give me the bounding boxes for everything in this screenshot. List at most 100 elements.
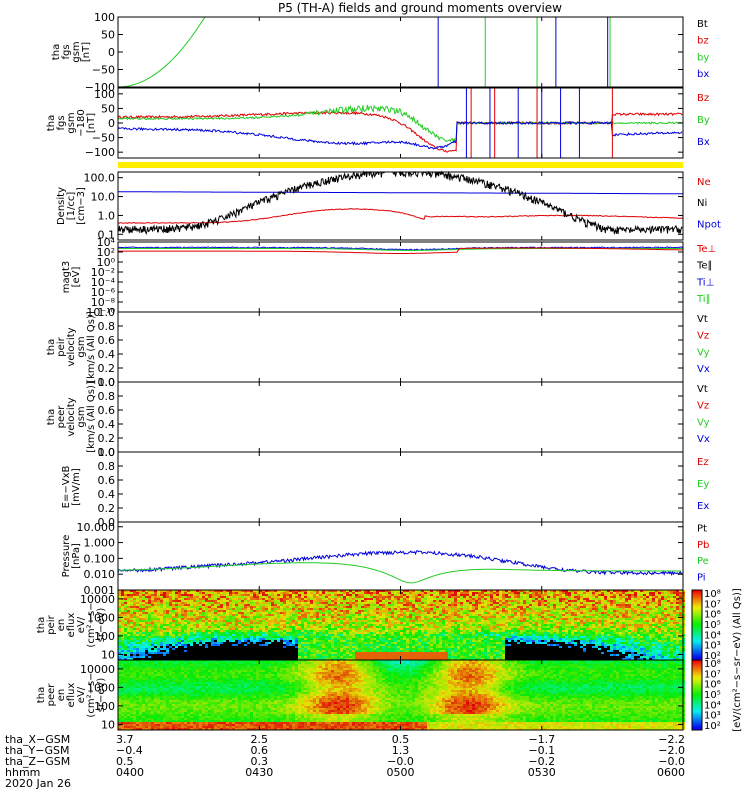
heatmap-cell [253, 596, 256, 598]
heatmap-cell [514, 616, 517, 618]
heatmap-cell [421, 648, 424, 650]
heatmap-cell [502, 642, 505, 644]
heatmap-cell [175, 620, 178, 622]
heatmap-cell [481, 646, 484, 648]
heatmap-cell [328, 652, 331, 654]
heatmap-cell [178, 644, 181, 646]
heatmap-cell [409, 638, 412, 640]
heatmap-cell [412, 644, 415, 646]
heatmap-cell [418, 644, 421, 646]
heatmap-cell [502, 628, 505, 630]
heatmap-cell [184, 638, 187, 640]
heatmap-cell [145, 644, 148, 646]
heatmap-cell [385, 634, 388, 636]
heatmap-cell [457, 618, 460, 620]
heatmap-cell [460, 600, 463, 602]
heatmap-cell [406, 636, 409, 638]
heatmap-cell [361, 598, 364, 600]
heatmap-cell [463, 602, 466, 604]
heatmap-cell [505, 640, 508, 642]
heatmap-cell [289, 618, 292, 620]
heatmap-cell [364, 656, 367, 658]
heatmap-cell [385, 602, 388, 604]
heatmap-cell [436, 612, 439, 614]
heatmap-cell [415, 642, 418, 644]
heatmap-cell [187, 594, 190, 596]
heatmap-cell [343, 604, 346, 606]
heatmap-cell [166, 594, 169, 596]
heatmap-cell [325, 608, 328, 610]
heatmap-cell [316, 602, 319, 604]
heatmap-cell [385, 658, 388, 660]
heatmap-cell [175, 644, 178, 646]
heatmap-cell [484, 646, 487, 648]
heatmap-cell [394, 598, 397, 600]
heatmap-cell [487, 642, 490, 644]
heatmap-cell [478, 648, 481, 650]
heatmap-cell [175, 634, 178, 636]
heatmap-cell [469, 650, 472, 652]
heatmap-cell [229, 648, 232, 650]
heatmap-cell [319, 644, 322, 646]
heatmap-cell [235, 642, 238, 644]
heatmap-cell [343, 656, 346, 658]
heatmap-cell [274, 654, 277, 656]
heatmap-cell [316, 614, 319, 616]
heatmap-cell [391, 604, 394, 606]
heatmap-cell [391, 620, 394, 622]
heatmap-cell [355, 612, 358, 614]
heatmap-cell [376, 594, 379, 596]
heatmap-cell [439, 636, 442, 638]
heatmap-cell [319, 650, 322, 652]
heatmap-cell [337, 656, 340, 658]
heatmap-cell [376, 628, 379, 630]
heatmap-cell [334, 650, 337, 652]
heatmap-cell [409, 602, 412, 604]
heatmap-cell [400, 658, 403, 660]
heatmap-cell [346, 620, 349, 622]
heatmap-cell [286, 598, 289, 600]
heatmap-cell [145, 620, 148, 622]
heatmap-cell [439, 658, 442, 660]
heatmap-cell [133, 620, 136, 622]
heatmap-cell [391, 614, 394, 616]
heatmap-cell [163, 590, 166, 592]
heatmap-cell [469, 632, 472, 634]
heatmap-cell [169, 620, 172, 622]
heatmap-cell [310, 596, 313, 598]
heatmap-cell [421, 604, 424, 606]
heatmap-cell [298, 610, 301, 612]
heatmap-cell [388, 622, 391, 624]
heatmap-cell [208, 608, 211, 610]
heatmap-cell [172, 602, 175, 604]
heatmap-cell [379, 600, 382, 602]
heatmap-cell [187, 636, 190, 638]
heatmap-cell [442, 632, 445, 634]
heatmap-cell [331, 626, 334, 628]
heatmap-cell [256, 620, 259, 622]
heatmap-cell [133, 594, 136, 596]
heatmap-cell [343, 614, 346, 616]
heatmap-cell [397, 624, 400, 626]
heatmap-cell [385, 618, 388, 620]
heatmap-cell [310, 602, 313, 604]
heatmap-cell [382, 620, 385, 622]
heatmap-cell [427, 636, 430, 638]
heatmap-cell [397, 654, 400, 656]
heatmap-cell [478, 612, 481, 614]
heatmap-cell [382, 630, 385, 632]
heatmap-cell [178, 590, 181, 592]
heatmap-cell [346, 630, 349, 632]
heatmap-cell [286, 612, 289, 614]
heatmap-cell [490, 590, 493, 592]
heatmap-cell [508, 650, 511, 652]
heatmap-cell [403, 652, 406, 654]
heatmap-cell [322, 644, 325, 646]
y-tick-label: 10⁻⁴ [91, 276, 116, 289]
heatmap-cell [343, 628, 346, 630]
heatmap-cell [277, 596, 280, 598]
heatmap-cell [352, 598, 355, 600]
heatmap-cell [214, 610, 217, 612]
heatmap-cell [460, 632, 463, 634]
heatmap-cell [199, 590, 202, 592]
